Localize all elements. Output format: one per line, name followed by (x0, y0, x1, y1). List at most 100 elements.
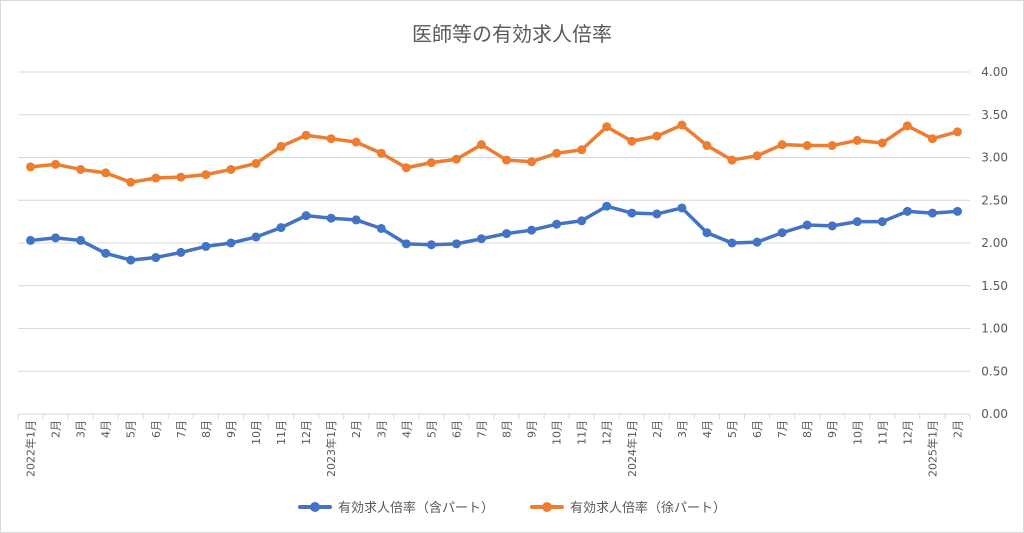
x-tick-label: 8月 (801, 420, 814, 438)
data-point-series-2 (401, 163, 411, 173)
x-tick-label: 4月 (100, 420, 113, 438)
data-point-series-2 (802, 141, 812, 151)
x-tick-label: 7月 (776, 420, 789, 438)
x-tick-label: 2022年1月 (24, 420, 38, 477)
data-point-series-1 (702, 228, 712, 238)
x-tick-label: 9月 (526, 420, 539, 438)
data-point-series-1 (151, 253, 161, 263)
data-point-series-2 (727, 155, 737, 165)
data-point-series-1 (952, 206, 962, 216)
data-point-series-2 (151, 173, 161, 183)
x-tick-label: 2月 (50, 420, 63, 438)
data-point-series-1 (301, 211, 311, 221)
y-tick-label: 1.50 (981, 279, 1008, 293)
x-tick-label: 3月 (676, 420, 689, 438)
y-tick-label: 1.00 (981, 322, 1008, 336)
data-point-series-1 (677, 203, 687, 213)
data-point-series-2 (201, 170, 211, 180)
data-point-series-1 (802, 220, 812, 230)
x-tick-label: 5月 (125, 420, 138, 438)
chart-title: 医師等の有効求人倍率 (412, 22, 612, 46)
data-point-series-2 (126, 177, 136, 187)
legend-label-series-1: 有効求人倍率（含パート） (337, 501, 494, 516)
series-line-1 (28, 204, 960, 262)
data-point-series-1 (527, 225, 537, 235)
data-point-series-1 (351, 215, 361, 225)
x-tick-label: 3月 (375, 420, 388, 438)
data-point-series-2 (276, 141, 286, 151)
data-point-series-2 (451, 154, 461, 164)
x-tick-label: 3月 (75, 420, 88, 438)
data-point-series-2 (877, 138, 887, 148)
data-point-series-1 (451, 239, 461, 249)
x-tick-label: 2025年1月 (925, 420, 939, 477)
chart-legend: 有効求人倍率（含パート） 有効求人倍率（徐パート） (0, 497, 1024, 516)
x-tick-label: 12月 (300, 420, 313, 445)
y-tick-label: 0.00 (981, 407, 1008, 421)
x-tick-label: 9月 (225, 420, 238, 438)
data-point-series-1 (777, 228, 787, 238)
data-point-series-1 (226, 238, 236, 248)
data-point-series-1 (176, 247, 186, 257)
data-point-series-1 (126, 255, 136, 265)
x-tick-label: 11月 (876, 420, 889, 445)
x-tick-label: 2023年1月 (324, 420, 338, 477)
data-point-series-2 (476, 140, 486, 150)
x-tick-label: 6月 (150, 420, 163, 438)
data-point-series-1 (877, 217, 887, 227)
x-tick-label: 2月 (350, 420, 363, 438)
data-point-series-2 (627, 136, 637, 146)
y-tick-label: 2.00 (981, 236, 1008, 250)
x-tick-label: 7月 (175, 420, 188, 438)
data-point-series-1 (602, 201, 612, 211)
x-tick-label: 5月 (425, 420, 438, 438)
data-point-series-2 (376, 148, 386, 158)
x-tick-label: 4月 (701, 420, 714, 438)
data-point-series-2 (251, 158, 261, 168)
data-point-series-1 (426, 240, 436, 250)
data-point-series-1 (927, 208, 937, 218)
y-tick-label: 2.50 (981, 193, 1008, 207)
data-point-series-1 (502, 229, 512, 239)
data-point-series-1 (276, 223, 286, 233)
data-point-series-2 (827, 141, 837, 151)
data-point-series-1 (101, 248, 111, 258)
data-point-series-2 (952, 127, 962, 137)
data-point-series-1 (476, 234, 486, 244)
data-point-series-2 (902, 121, 912, 131)
data-point-series-2 (552, 148, 562, 158)
x-tick-label: 6月 (751, 420, 764, 438)
series-line-2 (28, 123, 960, 185)
y-tick-label: 3.00 (981, 151, 1008, 165)
x-tick-label: 11月 (275, 420, 288, 445)
x-tick-label: 8月 (200, 420, 213, 438)
y-tick-label: 0.50 (981, 364, 1008, 378)
data-point-series-2 (76, 164, 86, 174)
data-point-series-1 (577, 216, 587, 226)
y-tick-label: 3.50 (981, 108, 1008, 122)
data-point-series-2 (301, 130, 311, 140)
data-point-series-2 (502, 155, 512, 165)
legend-marker-series-1 (297, 501, 332, 512)
x-tick-label: 2024年1月 (625, 420, 639, 477)
x-tick-label: 11月 (576, 420, 589, 445)
data-point-series-2 (226, 164, 236, 174)
x-tick-label: 5月 (726, 420, 739, 438)
data-point-series-1 (902, 206, 912, 216)
x-tick-label: 6月 (450, 420, 463, 438)
data-point-series-2 (602, 122, 612, 132)
data-point-series-1 (827, 221, 837, 231)
data-point-series-1 (51, 233, 61, 243)
data-point-series-2 (702, 141, 712, 151)
data-point-series-1 (26, 235, 36, 245)
x-tick-label: 4月 (400, 420, 413, 438)
data-point-series-2 (51, 159, 61, 169)
data-point-series-1 (852, 217, 862, 227)
data-point-series-2 (752, 151, 762, 161)
data-point-series-2 (652, 131, 662, 141)
legend-label-series-2: 有効求人倍率（徐パート） (570, 501, 727, 516)
data-point-series-2 (527, 157, 537, 167)
x-tick-label: 7月 (475, 420, 488, 438)
